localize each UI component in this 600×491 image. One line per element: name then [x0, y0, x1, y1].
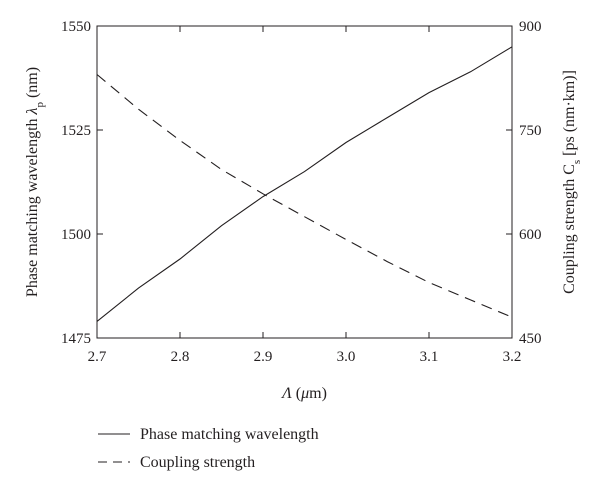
- x-axis-title-unit: m): [309, 385, 327, 402]
- y-left-axis-title-sub: p: [34, 102, 46, 108]
- phase-matching-wavelength-line: [96, 46, 513, 322]
- y-left-axis-title-lambda: λ: [24, 107, 41, 115]
- y-left-tick-label: 1475: [61, 331, 91, 347]
- y-right-tick-label: 900: [519, 19, 542, 35]
- legend: Phase matching wavelength Coupling streng…: [98, 426, 319, 471]
- x-axis-title-symbol: Λ: [280, 385, 292, 402]
- x-tick-label: 3.0: [337, 349, 356, 365]
- y-right-tick-label: 600: [519, 227, 542, 243]
- y-left-tick-label: 1500: [61, 227, 91, 243]
- y-left-tick-label: 1525: [61, 123, 91, 139]
- coupling-strength-line: [96, 74, 513, 318]
- plot-border: [96, 25, 513, 339]
- y-left-axis-title-main: Phase matching wavelength: [24, 114, 41, 297]
- x-tick-label: 3.2: [503, 349, 522, 365]
- x-tick-label: 2.9: [254, 349, 273, 365]
- x-tick-label: 2.8: [171, 349, 190, 365]
- series-lines: [96, 46, 513, 322]
- y-right-tick-label: 750: [519, 123, 542, 139]
- y-right-axis-title-unit: [ps (nm·km)]: [561, 70, 578, 160]
- axis-ticks: [96, 25, 513, 339]
- x-axis-title-mu: μ: [300, 385, 309, 402]
- y-left-axis-title-unit: (nm): [24, 67, 41, 102]
- y-right-axis-title-sub: s: [571, 160, 583, 164]
- legend-label: Coupling strength: [140, 454, 255, 471]
- y-right-tick-label: 450: [519, 331, 542, 347]
- y-left-tick-label: 1550: [61, 19, 91, 35]
- legend-label: Phase matching wavelength: [140, 426, 319, 443]
- y-left-axis-title: Phase matching wavelength λp (nm): [24, 67, 46, 297]
- plot-frame: [96, 25, 513, 339]
- x-tick-label: 2.7: [88, 349, 107, 365]
- x-axis-title: Λ (μm): [280, 385, 327, 402]
- y-right-axis-title: Coupling strength Cs [ps (nm·km)]: [561, 70, 583, 294]
- x-axis-title-open: (: [292, 385, 301, 402]
- x-tick-label: 3.1: [420, 349, 439, 365]
- y-right-axis-title-main: Coupling strength C: [561, 164, 578, 294]
- tick-labels: 2.7 2.8 2.9 3.0 3.1 3.2 1475 1500 1525 1550 450 600…: [61, 19, 542, 365]
